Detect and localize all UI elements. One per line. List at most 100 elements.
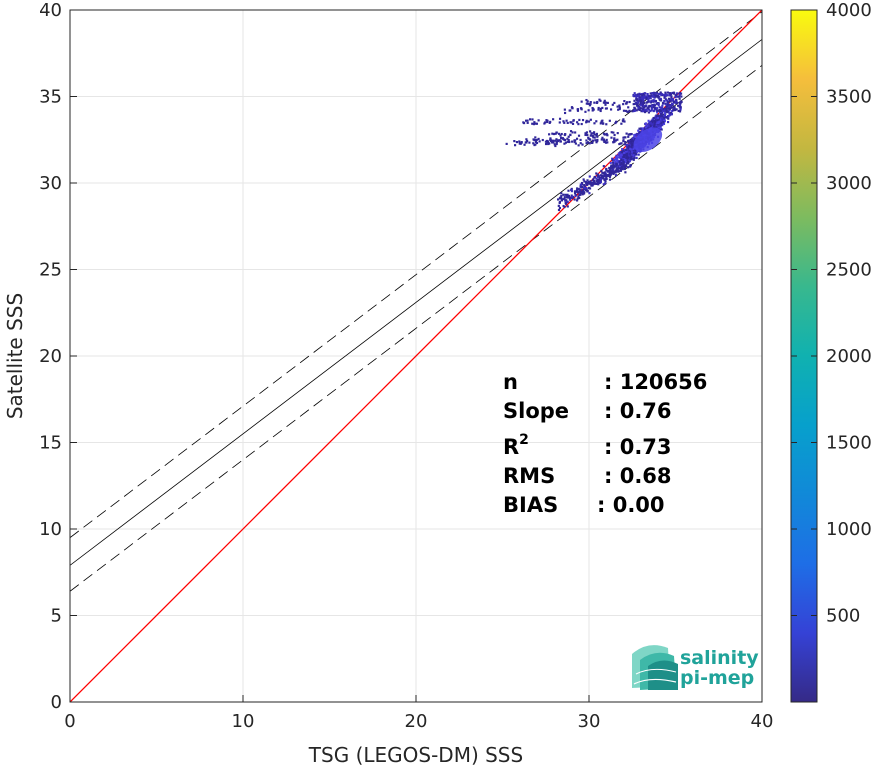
density-cell — [541, 138, 544, 142]
density-cell — [600, 138, 603, 141]
density-cell — [574, 142, 577, 145]
density-cell — [551, 139, 554, 142]
density-cell — [655, 115, 658, 118]
density-cell — [574, 194, 577, 197]
density-cell — [643, 101, 646, 104]
density-cell — [649, 100, 652, 103]
density-cell — [613, 137, 616, 140]
density-cell — [592, 108, 595, 111]
density-cell — [581, 189, 584, 192]
density-cell — [628, 160, 631, 163]
density-cell — [652, 109, 655, 113]
density-cell — [601, 171, 604, 174]
density-cell — [578, 193, 581, 197]
density-cell — [577, 187, 580, 191]
density-cell — [555, 141, 558, 144]
density-cell — [651, 94, 654, 97]
density-cell — [670, 109, 674, 112]
density-cell — [625, 102, 628, 105]
density-cell — [639, 103, 642, 106]
density-cell — [659, 110, 662, 113]
density-cell — [590, 141, 593, 144]
density-cell — [640, 110, 643, 113]
density-cell — [569, 121, 572, 124]
density-cell — [628, 109, 631, 112]
density-cell — [601, 136, 604, 139]
stat-n-value: : 120656 — [604, 370, 707, 394]
density-cell — [557, 204, 560, 207]
density-cell — [585, 142, 588, 145]
density-cell — [599, 178, 603, 181]
density-cell — [573, 192, 577, 195]
density-cell — [582, 188, 586, 191]
density-cell — [608, 168, 611, 171]
axis-ticks: 0 10 20 30 40 0 5 10 15 20 25 30 35 40 — [39, 0, 773, 732]
density-cell — [628, 154, 631, 157]
density-cell — [657, 118, 660, 121]
density-cell — [635, 156, 638, 159]
density-cell — [657, 114, 660, 117]
density-cell — [656, 124, 660, 127]
density-cell — [665, 105, 668, 108]
density-cell — [625, 154, 628, 157]
density-cell — [631, 154, 634, 157]
y-axis-label: Satellite SSS — [3, 293, 27, 419]
logo-text-pimep: pi-mep — [680, 667, 754, 689]
density-cell — [585, 182, 588, 185]
density-cell — [660, 108, 663, 111]
density-cell — [525, 138, 528, 141]
density-cell — [588, 192, 591, 195]
density-cell — [592, 136, 595, 139]
density-cell — [667, 97, 671, 100]
density-cell — [612, 172, 615, 175]
density-cell — [533, 143, 536, 147]
density-cell — [525, 119, 528, 122]
density-cell — [635, 109, 638, 112]
density-cell — [638, 108, 641, 112]
density-cell — [583, 184, 586, 187]
density-cell — [619, 165, 622, 168]
density-cell — [659, 112, 663, 116]
density-cell — [526, 121, 529, 124]
density-cell — [670, 106, 673, 109]
density-cell — [576, 191, 580, 194]
density-cell — [666, 115, 670, 118]
density-cell — [631, 143, 634, 146]
density-cell — [636, 101, 639, 104]
density-cell — [650, 123, 653, 126]
density-cell — [580, 185, 584, 188]
density-cell — [665, 107, 668, 110]
density-cell — [632, 143, 635, 146]
density-cell — [633, 156, 636, 160]
density-cell — [665, 109, 668, 112]
density-cell — [557, 208, 561, 212]
density-cell — [651, 120, 654, 123]
density-cell — [571, 131, 574, 134]
density-cell — [642, 97, 645, 100]
density-cell — [560, 195, 563, 198]
density-cell — [611, 158, 614, 162]
density-cell — [662, 93, 666, 97]
density-cell — [632, 151, 635, 155]
density-cell — [554, 144, 557, 148]
density-cell — [621, 163, 625, 166]
density-cell — [604, 180, 607, 183]
density-cell — [649, 109, 652, 113]
density-cell — [565, 199, 568, 202]
density-cell — [535, 138, 538, 141]
density-cell — [640, 95, 644, 98]
density-cell — [593, 133, 596, 136]
density-cell — [647, 100, 650, 103]
density-cell — [596, 135, 599, 138]
density-cell — [573, 140, 576, 144]
density-cell — [670, 103, 674, 106]
density-cell — [654, 120, 657, 124]
density-cell — [626, 147, 629, 150]
density-cell — [659, 91, 662, 94]
density-cell — [505, 142, 508, 145]
density-cell — [662, 120, 665, 124]
density-cell — [529, 118, 532, 121]
density-cell — [655, 126, 658, 129]
density-cell — [595, 177, 598, 180]
density-cell — [669, 104, 672, 107]
